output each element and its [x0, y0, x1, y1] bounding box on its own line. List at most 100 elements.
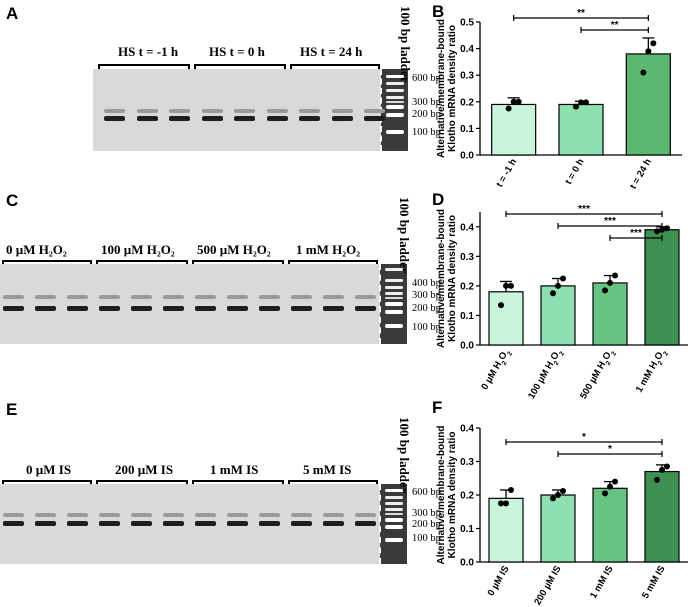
ladder-band [385, 302, 403, 306]
y-tick-label: 0.4 [460, 424, 474, 435]
gel-band-upper [299, 109, 320, 113]
bp-label: 400 bp [412, 278, 441, 289]
bar [625, 53, 671, 156]
data-point [550, 290, 556, 297]
lane-group-bracket [192, 260, 284, 267]
bp-label: 100 bp [412, 127, 441, 138]
bar [592, 282, 628, 346]
x-tick-label: 0 µM IS [486, 564, 512, 598]
gel-image [0, 484, 380, 564]
gel-band-lower [163, 521, 184, 526]
data-point [573, 103, 579, 110]
gel-group-label: HS t = 0 h [209, 44, 265, 59]
y-tick-label: 0.5 [460, 18, 474, 29]
lane-group-bracket [2, 260, 92, 267]
gel-band-upper [35, 295, 56, 299]
ladder-band [386, 105, 404, 109]
gel-band-lower [131, 306, 152, 311]
x-tick-label: t = 24 h [628, 157, 654, 191]
data-point [550, 495, 556, 502]
y-axis-label: Alternative/membrane-boundKlotho mRNA de… [436, 209, 458, 348]
ladder-band [386, 82, 404, 85]
bp-label: 300 bp [412, 97, 441, 108]
lane-group-bracket [194, 64, 286, 71]
x-tick-label: t = -1 h [494, 157, 519, 189]
y-tick-label: 0.3 [460, 457, 474, 468]
lane-group-bracket [290, 64, 380, 71]
gel-band-upper [195, 295, 216, 299]
gel-band-upper [291, 295, 312, 299]
gel-band-upper [3, 295, 24, 299]
gel-band-upper [195, 513, 216, 517]
gel-band-lower [227, 521, 248, 526]
gel-band-lower [35, 306, 56, 311]
data-point [607, 483, 613, 490]
gel-band-lower [355, 521, 376, 526]
gel-band-lower [291, 306, 312, 311]
bar [540, 494, 576, 563]
gel-band-upper [227, 295, 248, 299]
data-point [654, 228, 660, 235]
data-point [578, 99, 584, 106]
gel-band-upper [227, 513, 248, 517]
lane-group-bracket [96, 480, 188, 487]
gel-band-upper [259, 295, 280, 299]
panel-letter-a: A [6, 4, 19, 23]
ladder-title: 100 bp ladder [397, 6, 413, 83]
gel-band-upper [99, 513, 120, 517]
ladder-band [385, 324, 403, 328]
data-point [508, 486, 514, 493]
gel-group-label: 5 mM IS [303, 462, 352, 477]
gel-band-lower [364, 116, 385, 121]
gel-group-label: 100 µM H₂O₂ [101, 242, 175, 257]
gel-band-lower [169, 116, 190, 121]
panel-letter-c: C [6, 191, 19, 210]
y-tick-label: 0.3 [460, 71, 474, 82]
data-point [659, 226, 665, 233]
gel-group-label: 500 µM H₂O₂ [197, 242, 271, 257]
gel-band-lower [323, 306, 344, 311]
data-point [654, 476, 660, 483]
bar [540, 285, 576, 346]
data-point [508, 282, 514, 289]
ladder-title-line: 100 bp [397, 197, 412, 235]
gel-band-upper [136, 109, 158, 113]
ladder-band [385, 310, 403, 314]
data-point [560, 275, 566, 282]
ladder-band [385, 508, 403, 511]
gel-band-lower [163, 306, 184, 311]
gel-band-lower [259, 521, 280, 526]
data-point [498, 302, 504, 309]
bp-label: 300 bp [412, 290, 441, 301]
ladder-band [385, 489, 403, 492]
bar [644, 229, 680, 346]
gel-band-upper [131, 295, 152, 299]
gel-band-lower [323, 521, 344, 526]
bp-label: 600 bp [412, 73, 441, 84]
gel-band-lower [195, 306, 216, 311]
ladder-band [385, 518, 403, 522]
bp-label: 100 bp [412, 322, 441, 333]
ladder-title: 100 bp ladder [396, 417, 412, 494]
ladder-band [386, 75, 404, 78]
gel-group-label: 1 mM IS [210, 462, 259, 477]
ladder-band [385, 292, 403, 295]
gel-band-lower [299, 116, 320, 121]
data-point [640, 69, 647, 76]
gel-band-upper [3, 513, 24, 517]
gel-band-lower [3, 521, 24, 526]
y-tick-label: 0.4 [460, 222, 474, 233]
data-point [515, 98, 522, 105]
y-tick-label: 0.2 [460, 281, 474, 292]
gel-band-lower [201, 116, 223, 121]
x-tick-label: 500 µM H2O2 [578, 347, 618, 403]
y-tick-label: 0.1 [460, 124, 474, 135]
data-point [555, 492, 561, 498]
gel-band-lower [131, 521, 152, 526]
gel-band-upper [234, 109, 255, 113]
data-point [602, 490, 608, 497]
ladder-band [386, 113, 404, 117]
data-point [602, 287, 608, 294]
gel-band-lower [331, 116, 353, 121]
gel-band-lower [136, 116, 158, 121]
